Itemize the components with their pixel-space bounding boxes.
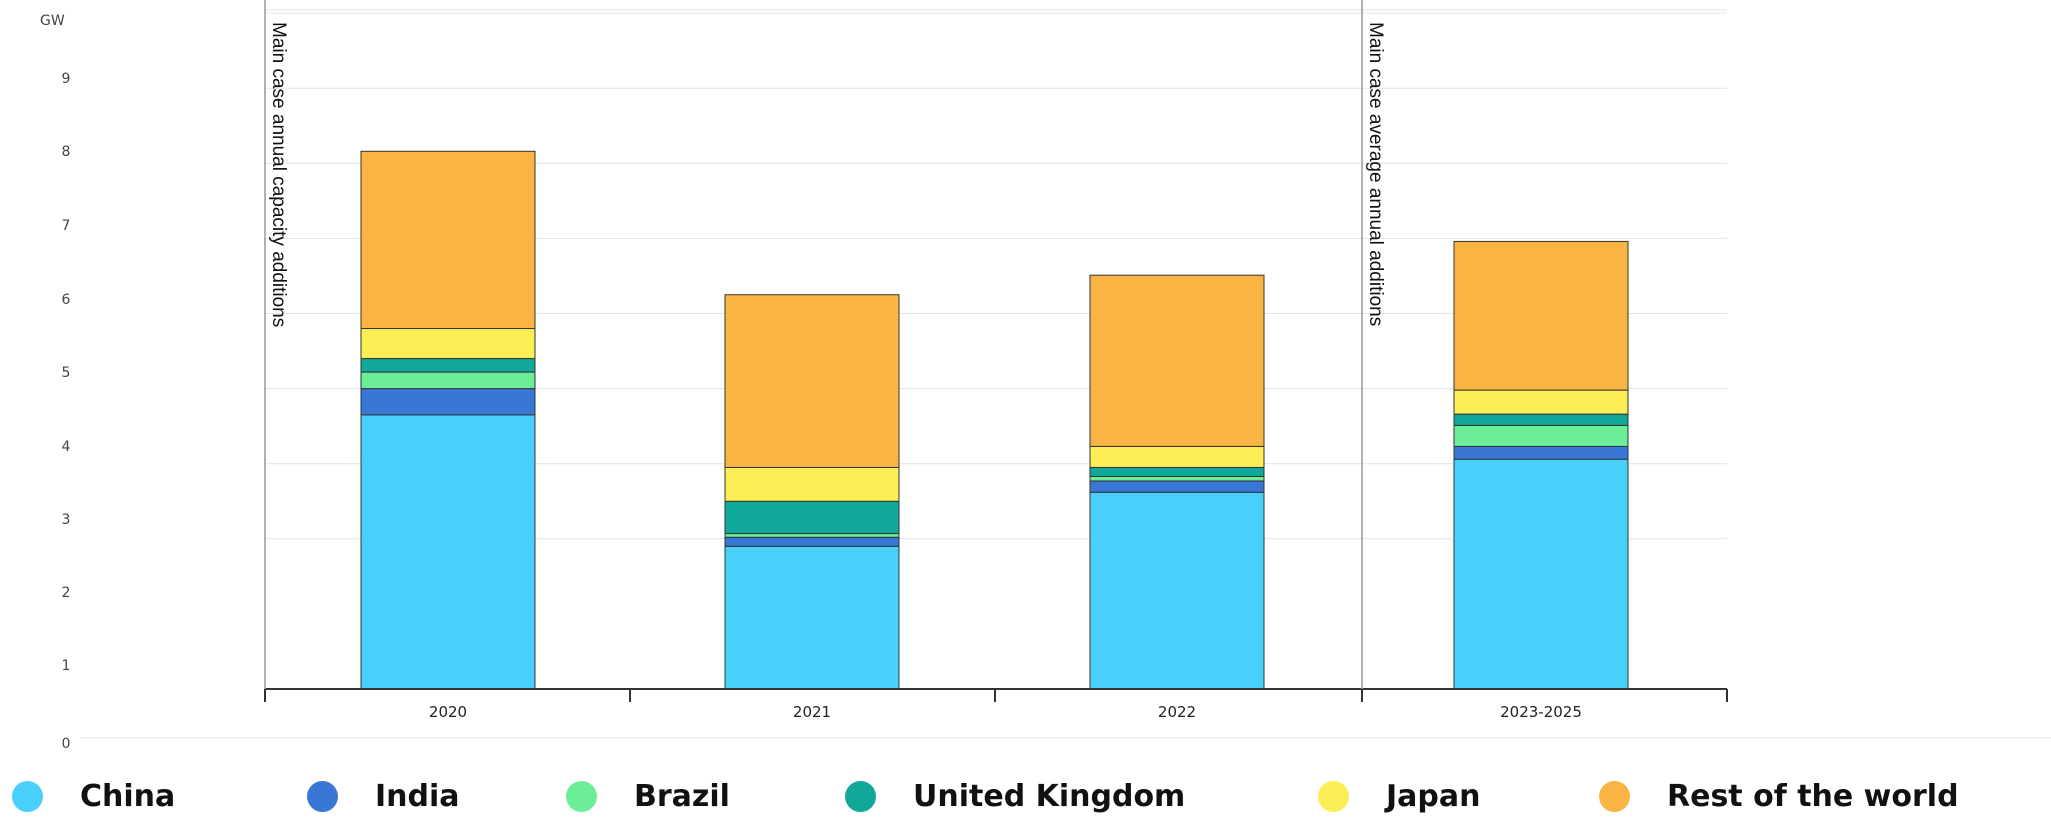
legend-label-india: India: [375, 778, 460, 814]
bar-segment-india: [1453, 445, 1629, 460]
bar-segment-united-kingdom: [724, 500, 900, 535]
bar-segment-india: [360, 388, 536, 416]
y-tick-label: 4: [62, 439, 71, 455]
x-tick-label: 2022: [1158, 703, 1196, 721]
y-tick-label: 9: [62, 71, 71, 87]
legend-item-china: China: [12, 776, 175, 816]
legend-swatch-japan: [1318, 780, 1349, 812]
bar-segment-united-kingdom: [1089, 466, 1265, 477]
legend-label-united-kingdom: United Kingdom: [913, 778, 1186, 814]
legend-label-rest-of-the-world: Rest of the world: [1667, 778, 1959, 814]
legend-swatch-india: [307, 780, 338, 812]
y-axis-ticks: 0 1 2 3 4 5 6 7 8 9: [62, 71, 71, 752]
x-axis: 2020 2021 2022 2023-2025: [264, 688, 1728, 721]
bar-segment-japan: [360, 328, 536, 360]
x-tick-label: 2023-2025: [1500, 703, 1582, 721]
legend-item-rest-of-the-world: Rest of the world: [1599, 776, 1959, 816]
y-tick-label: 7: [62, 218, 71, 234]
bar-segment-brazil: [1453, 424, 1629, 447]
legend-item-brazil: Brazil: [566, 776, 730, 816]
bar-stack-2022: [1089, 274, 1265, 690]
legend-swatch-united-kingdom: [845, 780, 876, 812]
legend-item-united-kingdom: United Kingdom: [845, 776, 1185, 816]
legend: China India Brazil United Kingdom Japan …: [0, 776, 2051, 816]
legend-item-japan: Japan: [1318, 776, 1480, 816]
annotation-average-annual-additions: Main case average annual additions: [1365, 22, 1386, 326]
bar-segment-china: [1089, 491, 1265, 690]
y-tick-label: 1: [62, 658, 71, 674]
legend-swatch-brazil: [566, 780, 597, 812]
y-tick-label: 0: [62, 736, 71, 752]
legend-item-india: India: [307, 776, 460, 816]
x-tick-label: 2020: [429, 703, 467, 721]
y-tick-label: 3: [62, 512, 71, 528]
bar-segment-india: [1089, 480, 1265, 493]
legend-label-china: China: [80, 778, 176, 814]
bar-segment-brazil: [724, 533, 900, 538]
bar-segment-brazil: [1089, 475, 1265, 482]
y-axis-unit-label: GW: [40, 13, 65, 29]
bars: [360, 150, 1629, 690]
bar-segment-india: [724, 536, 900, 547]
legend-label-japan: Japan: [1386, 778, 1481, 814]
bar-segment-china: [1453, 458, 1629, 690]
x-tick-label: 2021: [793, 703, 831, 721]
bar-segment-japan: [1089, 445, 1265, 468]
y-tick-label: 6: [62, 292, 71, 308]
bar-stack-2021: [724, 294, 900, 690]
legend-swatch-china: [12, 780, 43, 812]
bar-segment-japan: [1453, 389, 1629, 415]
bar-segment-china: [360, 414, 536, 690]
legend-label-brazil: Brazil: [634, 778, 730, 814]
bar-segment-united-kingdom: [1453, 413, 1629, 426]
legend-swatch-rest-of-the-world: [1599, 780, 1630, 812]
stacked-bar-chart: GW 0 1 2 3 4 5 6 7 8 9 2020 2021 2022 2023-2025 Main…: [40, 0, 2051, 752]
y-tick-label: 2: [62, 585, 71, 601]
bar-stack-2020: [360, 150, 536, 690]
bar-segment-united-kingdom: [360, 358, 536, 373]
bar-segment-brazil: [360, 371, 536, 390]
bar-segment-rest-of-the-world: [1453, 240, 1629, 391]
y-tick-label: 5: [62, 365, 71, 381]
y-tick-label: 8: [62, 144, 71, 160]
bar-segment-rest-of-the-world: [724, 294, 900, 468]
annotation-annual-capacity-additions: Main case annual capacity additions: [268, 22, 289, 327]
bar-segment-china: [724, 545, 900, 690]
bar-segment-rest-of-the-world: [1089, 274, 1265, 447]
bar-stack-2023-2025: [1453, 240, 1629, 690]
bar-segment-japan: [724, 466, 900, 502]
bar-segment-rest-of-the-world: [360, 150, 536, 330]
